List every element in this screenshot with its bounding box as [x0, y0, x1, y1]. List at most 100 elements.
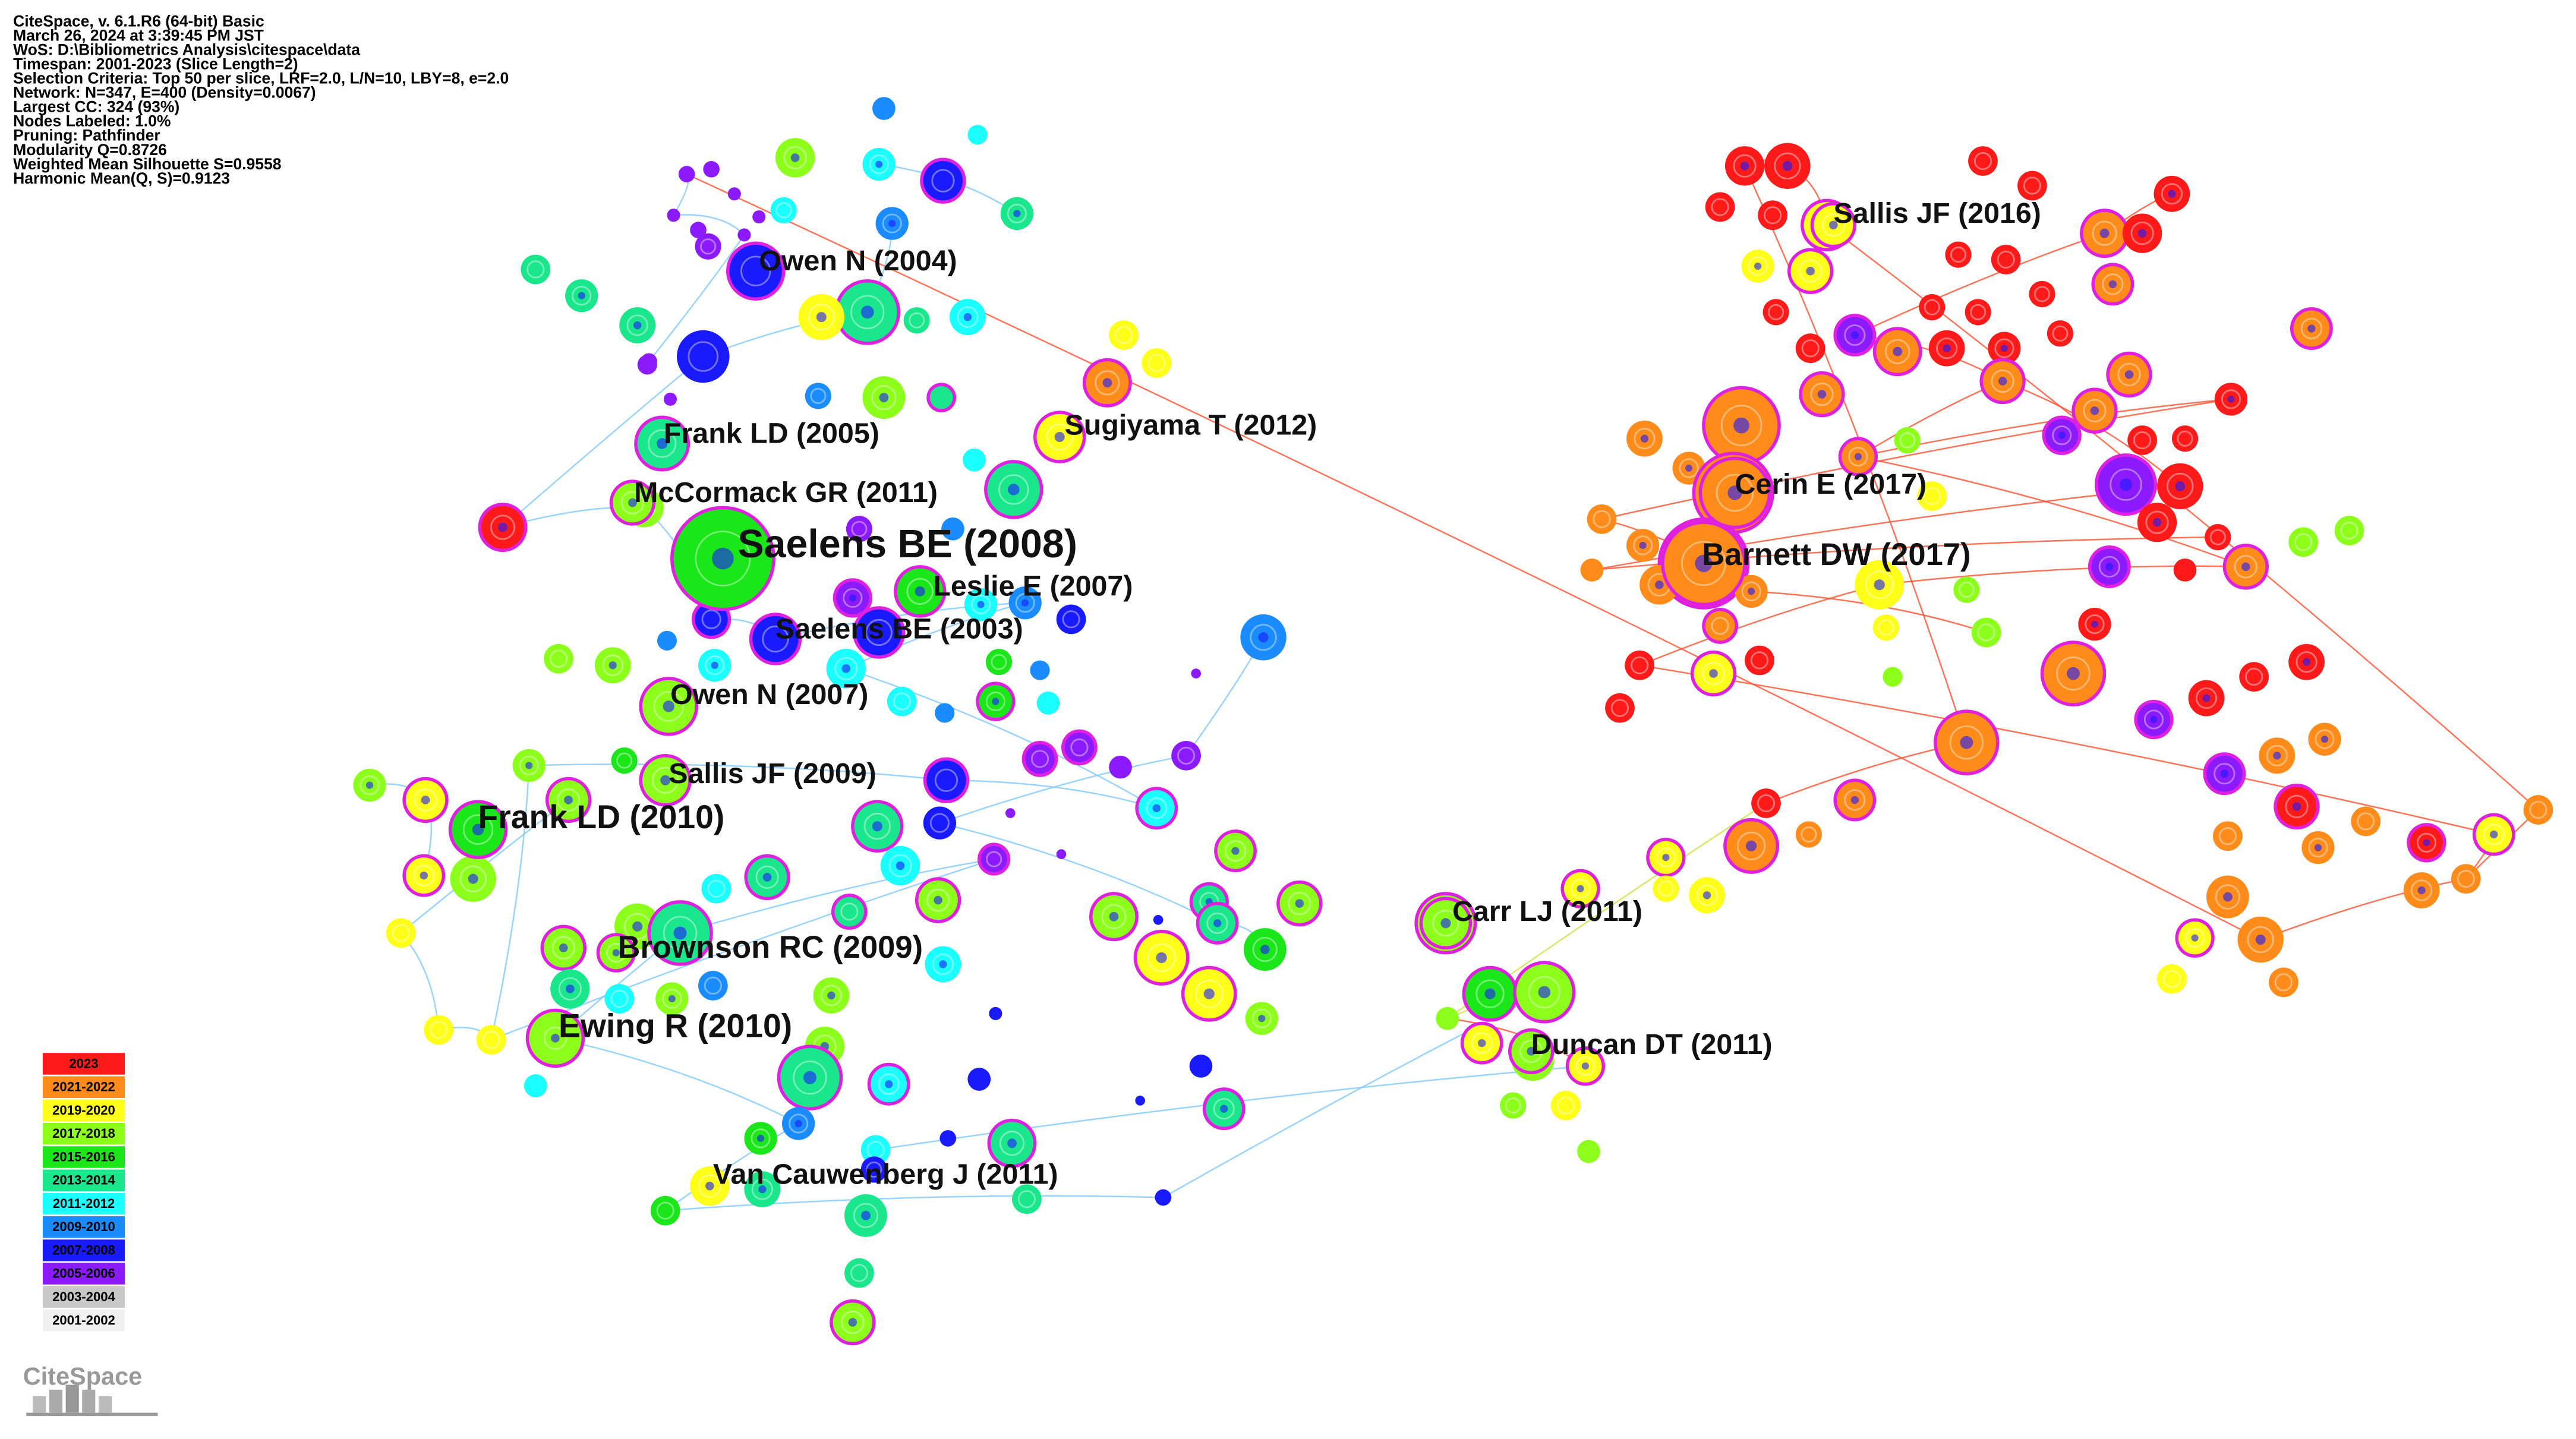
edge	[502, 356, 704, 528]
node-core	[2133, 431, 2152, 450]
logo: CiteSpace	[23, 1362, 158, 1416]
node-core	[1030, 750, 1049, 768]
node-center	[608, 661, 617, 670]
node-core	[810, 387, 827, 404]
node-label: Owen N (2007)	[670, 679, 868, 711]
edge	[680, 858, 994, 934]
node-core	[704, 976, 722, 995]
node-center	[2105, 563, 2114, 571]
edge	[400, 932, 440, 1030]
node-center	[2067, 667, 2080, 680]
node-label: Saelens BE (2003)	[775, 613, 1023, 645]
node	[989, 1006, 1002, 1020]
node	[1056, 849, 1067, 859]
legend-swatch	[42, 1309, 125, 1331]
logo-bar	[82, 1389, 96, 1413]
node-core	[986, 851, 1002, 867]
edge	[490, 765, 530, 1040]
node-core	[430, 1021, 448, 1039]
node-center	[848, 1318, 857, 1327]
header-line: Pruning: Pathfinder	[13, 127, 160, 144]
node-center	[816, 312, 827, 323]
edge	[1854, 232, 2105, 336]
node-label: Sallis JF (2016)	[1833, 197, 2041, 229]
node-center	[468, 873, 478, 884]
node-center	[1893, 346, 1903, 356]
node-center	[1748, 588, 1755, 595]
node-center	[879, 393, 889, 403]
node-center	[1960, 736, 1973, 749]
node-core	[850, 1264, 868, 1282]
node-center	[2320, 736, 2329, 743]
node-core	[1711, 617, 1729, 635]
node-center	[750, 265, 762, 277]
node-core	[2033, 286, 2051, 302]
node	[641, 353, 657, 370]
node-center	[1850, 331, 1859, 339]
node-center	[1702, 891, 1711, 900]
node-center	[2314, 844, 2322, 851]
node-core	[392, 924, 410, 942]
node-center	[2000, 345, 2008, 352]
node-core	[610, 989, 629, 1008]
node-center	[1219, 1105, 1228, 1113]
node-center	[1817, 390, 1827, 399]
node-core	[1973, 152, 1992, 171]
logo-bar	[49, 1389, 63, 1413]
node	[1883, 667, 1903, 687]
node-center	[711, 661, 718, 669]
node-center	[578, 292, 585, 299]
node-center	[2137, 229, 2147, 238]
node-core	[1977, 623, 1995, 642]
legend-swatch	[42, 1123, 125, 1145]
node-center	[1733, 417, 1749, 434]
node-center	[2058, 431, 2066, 439]
node-center	[934, 895, 942, 905]
legend: 2023 2021-2022 2019-2020 2017-2018 2015-2016…	[42, 1053, 125, 1331]
node-center	[673, 926, 687, 940]
node-center	[668, 995, 676, 1003]
legend-swatch	[42, 1053, 125, 1075]
node-center	[2220, 769, 2229, 778]
node-center	[712, 547, 734, 570]
node-label: Saelens BE (2008)	[737, 522, 1077, 566]
node-center	[1685, 464, 1693, 472]
edge	[2260, 878, 2467, 941]
node-center	[875, 160, 883, 168]
legend-label: 2021-2022	[52, 1080, 115, 1094]
node-center	[2108, 280, 2117, 289]
node-core	[1801, 826, 1817, 843]
node-core	[851, 520, 868, 537]
node-center	[1746, 840, 1757, 852]
legend-label: 2011-2012	[53, 1196, 115, 1211]
node-label: Frank LD (2005)	[664, 417, 879, 449]
node-core	[2457, 870, 2475, 888]
node-center	[420, 871, 428, 880]
node-core	[549, 649, 568, 668]
node-core	[1711, 198, 1729, 216]
node	[929, 386, 953, 409]
node-labels: Owen N (2004) Frank LD (2005) Sugiyama T (…	[478, 197, 2041, 1190]
node	[737, 228, 751, 242]
legend-swatch	[42, 1169, 125, 1192]
edge	[648, 234, 745, 362]
node-core	[1610, 699, 1629, 717]
node-center	[841, 664, 851, 673]
node-core	[2023, 176, 2041, 195]
node-core	[1070, 738, 1089, 757]
node	[703, 161, 720, 178]
node-center	[1260, 945, 1270, 954]
node-label: Van Cauwenberg J (2011)	[713, 1158, 1058, 1190]
legend-label: 2005-2006	[52, 1266, 115, 1281]
node-core	[2052, 325, 2069, 342]
node-core	[1750, 651, 1769, 670]
node	[678, 166, 695, 182]
node-center	[2490, 830, 2498, 839]
node	[941, 517, 964, 541]
legend-swatch	[42, 1263, 125, 1285]
edge	[1858, 456, 2246, 568]
edge	[686, 173, 2261, 941]
node-center	[803, 1071, 816, 1084]
logo-base	[26, 1412, 158, 1416]
legend-label: 2015-2016	[52, 1149, 115, 1164]
